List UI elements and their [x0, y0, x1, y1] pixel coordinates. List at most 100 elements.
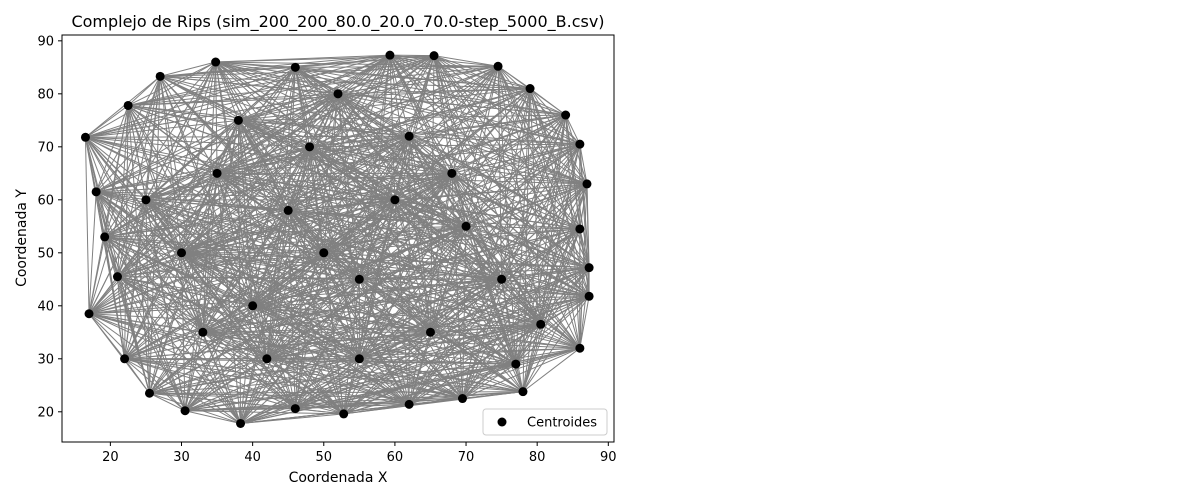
edge: [88, 191, 97, 314]
edge: [145, 66, 296, 201]
centroid-point: [212, 168, 222, 178]
edge: [515, 267, 590, 365]
edge: [181, 252, 360, 280]
edge: [359, 267, 590, 360]
edge: [145, 172, 452, 201]
centroid-point: [582, 179, 592, 189]
edge: [337, 54, 391, 95]
edge: [358, 172, 453, 280]
centroid-point: [429, 51, 439, 61]
edge: [240, 267, 590, 424]
edge: [240, 305, 254, 424]
edge: [266, 358, 296, 409]
centroid-point: [80, 132, 90, 142]
edge: [579, 267, 590, 349]
edge: [288, 209, 502, 280]
edge: [202, 173, 218, 333]
edge: [337, 93, 502, 280]
centroid-point: [575, 139, 585, 149]
centroid-point: [236, 418, 246, 428]
edge: [429, 173, 453, 333]
edge: [266, 228, 581, 360]
edge: [240, 252, 325, 424]
centroid-point: [584, 291, 594, 301]
edge: [117, 276, 344, 415]
edge: [266, 146, 311, 359]
edge: [124, 61, 217, 359]
edge: [145, 199, 345, 415]
edge: [266, 331, 431, 360]
edge: [104, 236, 182, 254]
edge: [181, 172, 452, 254]
edge: [295, 408, 344, 415]
edge: [337, 65, 499, 95]
edge: [529, 88, 588, 185]
edge: [540, 323, 581, 349]
edge: [409, 135, 588, 185]
edge: [181, 93, 339, 254]
edge: [408, 135, 590, 269]
edge: [124, 105, 129, 359]
edge: [184, 323, 541, 412]
edge: [337, 93, 410, 137]
edge: [238, 119, 588, 185]
edge: [465, 226, 517, 365]
edge: [358, 173, 453, 360]
y-tick-label: 90: [37, 34, 54, 49]
centroid-point: [120, 354, 130, 364]
edge: [337, 93, 590, 297]
edge: [181, 252, 463, 399]
edge: [359, 278, 502, 360]
edge: [145, 199, 150, 394]
x-tick-label: 80: [529, 450, 546, 465]
edge: [266, 172, 453, 360]
edge: [266, 347, 580, 360]
legend-box: [482, 408, 608, 436]
edge: [202, 135, 410, 333]
centroid-point: [283, 205, 293, 215]
edge: [216, 172, 517, 365]
edge: [266, 358, 524, 393]
edge: [266, 358, 463, 400]
edge: [266, 358, 410, 405]
x-tick-label: 50: [315, 450, 332, 465]
edge: [116, 76, 161, 277]
centroid-point: [525, 84, 535, 94]
centroid-point: [84, 309, 94, 319]
edge: [181, 252, 431, 333]
edge: [116, 105, 129, 277]
edge: [323, 252, 517, 365]
edge: [159, 75, 239, 121]
centroid-point: [180, 406, 190, 416]
edge: [266, 358, 516, 365]
edge: [252, 295, 590, 307]
edge: [288, 209, 541, 325]
points-layer: [80, 50, 594, 428]
edge: [309, 146, 452, 174]
centroid-point: [511, 359, 521, 369]
x-axis-label: Coordenada X: [289, 470, 388, 486]
edge: [408, 135, 542, 325]
edge: [104, 105, 129, 237]
edge: [465, 183, 588, 227]
edge: [433, 55, 566, 116]
edge: [252, 135, 410, 307]
edge: [238, 93, 339, 121]
edge: [117, 199, 147, 277]
legend-marker-centroides: [497, 417, 507, 427]
edge: [184, 410, 241, 424]
edge: [127, 105, 360, 360]
edge: [181, 252, 186, 411]
edge: [433, 55, 499, 67]
centroid-point: [457, 394, 467, 404]
plot-frame: [61, 34, 615, 443]
centroid-point: [262, 354, 272, 364]
centroid-point: [211, 57, 221, 67]
centroid-point: [561, 110, 571, 120]
x-tick-label: 90: [600, 450, 617, 465]
edge: [266, 143, 581, 360]
edge: [359, 358, 463, 400]
edge: [202, 225, 467, 333]
edge: [358, 225, 467, 360]
